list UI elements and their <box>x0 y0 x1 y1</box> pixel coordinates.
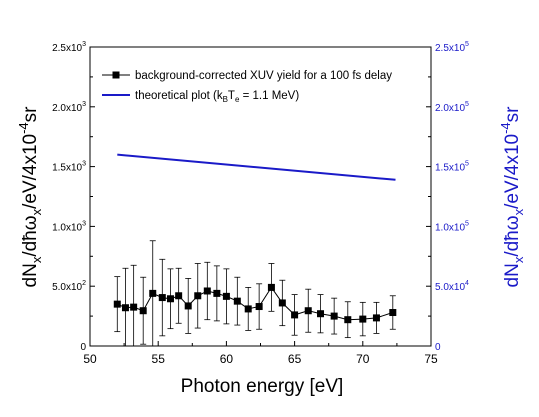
left-y-axis: 0 5.0x102 1.0x103 1.5x103 2.0x103 2.5x103 <box>52 41 95 353</box>
data-point <box>158 294 166 302</box>
data-point <box>389 309 397 317</box>
left-y-axis-title: dNx/dħωx/eV/4x10-4sr <box>16 106 44 288</box>
data-point <box>175 292 183 300</box>
data-point <box>130 303 138 311</box>
x-axis-title: Photon energy [eV] <box>181 376 344 397</box>
data-point <box>222 292 230 300</box>
right-y-tick-label: 1.5x105 <box>435 161 469 174</box>
x-axis: 50 55 60 65 70 75 <box>83 341 438 366</box>
legend: background-corrected XUV yield for a 100… <box>102 70 392 104</box>
data-point <box>184 302 192 310</box>
legend-entry-theory: theoretical plot (kBTe = 1.1 MeV) <box>102 90 299 104</box>
data-point <box>166 295 174 303</box>
data-point <box>278 299 286 307</box>
data-point <box>149 289 157 297</box>
data-connecting-line <box>117 286 393 321</box>
data-point <box>372 314 380 322</box>
x-tick-label: 50 <box>83 352 97 366</box>
data-point <box>359 315 367 323</box>
legend-marker-data <box>112 71 120 79</box>
left-y-tick-label: 2.0x103 <box>52 101 86 114</box>
right-y-tick-label: 0 <box>435 342 441 353</box>
data-point <box>304 307 312 315</box>
right-y-axis-title: dNx/dħωx/eV/4x10-4sr <box>498 106 526 288</box>
theory-line <box>117 153 396 181</box>
x-tick-label: 65 <box>288 352 302 366</box>
data-point <box>317 310 325 318</box>
data-point <box>344 316 352 324</box>
x-tick-label: 60 <box>220 352 234 366</box>
data-point <box>113 300 121 308</box>
x-tick-label: 75 <box>424 352 438 366</box>
legend-label-theory: theoretical plot (kBTe = 1.1 MeV) <box>135 90 299 104</box>
right-y-tick-label: 2.0x105 <box>435 101 469 114</box>
right-y-tick-label: 2.5x105 <box>435 41 469 54</box>
data-point <box>139 307 147 315</box>
data-point <box>244 305 252 313</box>
data-point <box>267 283 275 291</box>
data-point <box>233 297 241 305</box>
right-y-axis: 0 5.0x104 1.0x105 1.5x105 2.0x105 2.5x105 <box>426 41 469 353</box>
legend-label-data: background-corrected XUV yield for a 100… <box>135 70 392 82</box>
left-y-tick-label: 2.5x103 <box>52 41 86 54</box>
left-y-tick-label: 5.0x102 <box>52 280 86 293</box>
x-tick-label: 55 <box>152 352 166 366</box>
left-y-tick-label: 1.5x103 <box>52 161 86 174</box>
data-point <box>194 292 202 300</box>
data-point <box>213 289 221 297</box>
data-point <box>203 287 211 295</box>
data-point <box>330 312 338 320</box>
series-layer <box>113 153 397 347</box>
x-tick-label: 70 <box>356 352 370 366</box>
data-point <box>121 304 129 312</box>
left-y-tick-label: 0 <box>80 342 86 353</box>
left-y-tick-label: 1.0x103 <box>52 220 86 233</box>
data-point <box>291 311 299 319</box>
legend-entry-data: background-corrected XUV yield for a 100… <box>102 70 392 82</box>
right-y-tick-label: 1.0x105 <box>435 220 469 233</box>
data-point <box>255 303 263 311</box>
right-y-tick-label: 5.0x104 <box>435 280 469 293</box>
